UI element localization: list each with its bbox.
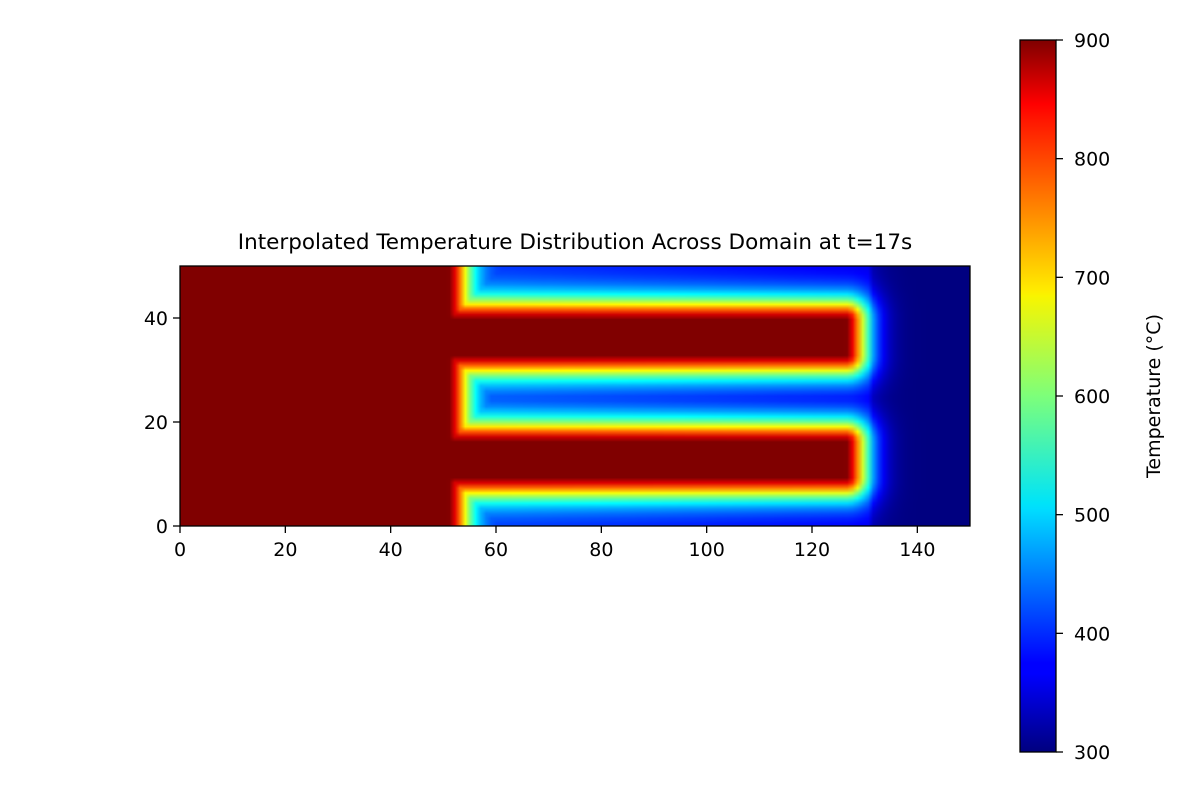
colorbar-gradient: [1019, 39, 1057, 753]
x-tick-label: 100: [689, 539, 725, 561]
y-tick-label: 0: [156, 516, 168, 538]
y-axis: 0 20 40: [144, 308, 180, 538]
colorbar-label: Temperature (°C): [1143, 314, 1165, 479]
y-tick-label: 20: [144, 412, 168, 434]
chart-title: Interpolated Temperature Distribution Ac…: [238, 230, 912, 255]
colorbar: 300 400 500 600 700 800 900 Temperature (°C): [1019, 30, 1165, 764]
x-axis: 0 20 40 60 80 100 120 140: [174, 526, 935, 561]
colorbar-tick-label: 900: [1074, 30, 1110, 52]
x-tick-label: 140: [899, 539, 935, 561]
x-tick-label: 0: [174, 539, 186, 561]
plot-frame: [179, 265, 971, 527]
colorbar-tick-label: 300: [1074, 742, 1110, 764]
x-tick-label: 60: [484, 539, 508, 561]
y-tick-label: 40: [144, 308, 168, 330]
x-tick-label: 40: [379, 539, 403, 561]
heatmap-image: [180, 266, 970, 526]
colorbar-tick-label: 500: [1074, 505, 1110, 527]
x-tick-label: 80: [589, 539, 613, 561]
x-tick-label: 20: [273, 539, 297, 561]
colorbar-tick-label: 600: [1074, 386, 1110, 408]
colorbar-ticks: 300 400 500 600 700 800 900: [1056, 30, 1110, 764]
colorbar-tick-label: 400: [1074, 623, 1110, 645]
x-tick-label: 120: [794, 539, 830, 561]
colorbar-tick-label: 800: [1074, 149, 1110, 171]
plot-area: [179, 265, 971, 527]
colorbar-tick-label: 700: [1074, 267, 1110, 289]
